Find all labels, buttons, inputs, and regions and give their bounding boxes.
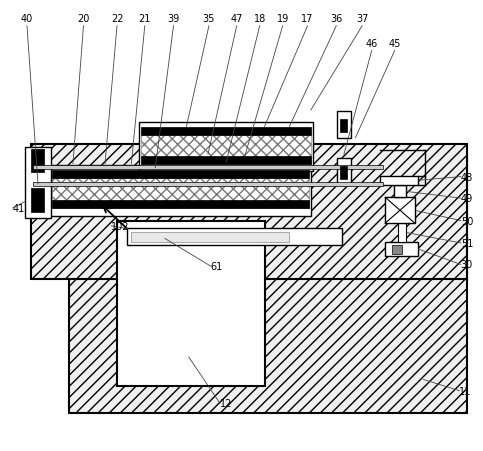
Bar [117, 221, 266, 387]
Bar [33, 183, 383, 186]
Bar [127, 229, 342, 246]
Bar [394, 185, 406, 198]
Bar [340, 166, 347, 180]
Bar [25, 147, 51, 219]
Text: 22: 22 [111, 14, 123, 24]
Bar [398, 224, 406, 243]
Bar [141, 156, 311, 165]
Text: 102: 102 [111, 221, 130, 231]
Text: 51: 51 [461, 239, 473, 249]
Bar [69, 154, 467, 413]
Bar [131, 232, 289, 242]
Text: 49: 49 [461, 193, 473, 204]
Bar [33, 166, 383, 169]
Text: 61: 61 [211, 262, 223, 272]
Bar [52, 170, 309, 179]
Bar [141, 136, 311, 165]
Bar [52, 201, 309, 209]
Bar [141, 128, 311, 136]
Text: 17: 17 [301, 14, 314, 24]
Bar [337, 158, 351, 185]
Text: 30: 30 [461, 260, 473, 270]
Text: 36: 36 [330, 14, 342, 24]
Text: 35: 35 [203, 14, 215, 24]
Bar [385, 243, 418, 257]
Bar [52, 179, 309, 209]
Text: 40: 40 [21, 14, 33, 24]
Bar [139, 123, 313, 172]
Text: 46: 46 [366, 39, 378, 49]
Text: 47: 47 [230, 14, 243, 24]
Bar [337, 111, 351, 138]
Bar [50, 165, 311, 216]
Text: 48: 48 [461, 172, 473, 182]
Bar [380, 176, 418, 185]
Text: 39: 39 [168, 14, 180, 24]
Text: 21: 21 [139, 14, 151, 24]
Text: 50: 50 [461, 216, 473, 226]
Text: 12: 12 [220, 398, 232, 408]
Text: 19: 19 [277, 14, 289, 24]
Bar [31, 189, 44, 212]
Text: 11: 11 [459, 386, 471, 396]
Bar [31, 145, 467, 279]
Text: 45: 45 [388, 39, 401, 49]
Bar [385, 198, 415, 224]
Bar [340, 120, 347, 133]
Bar [392, 245, 402, 254]
Text: 20: 20 [77, 14, 90, 24]
Bar [31, 150, 44, 173]
Text: 37: 37 [356, 14, 369, 24]
Text: 18: 18 [254, 14, 266, 24]
Text: 41: 41 [13, 203, 25, 213]
